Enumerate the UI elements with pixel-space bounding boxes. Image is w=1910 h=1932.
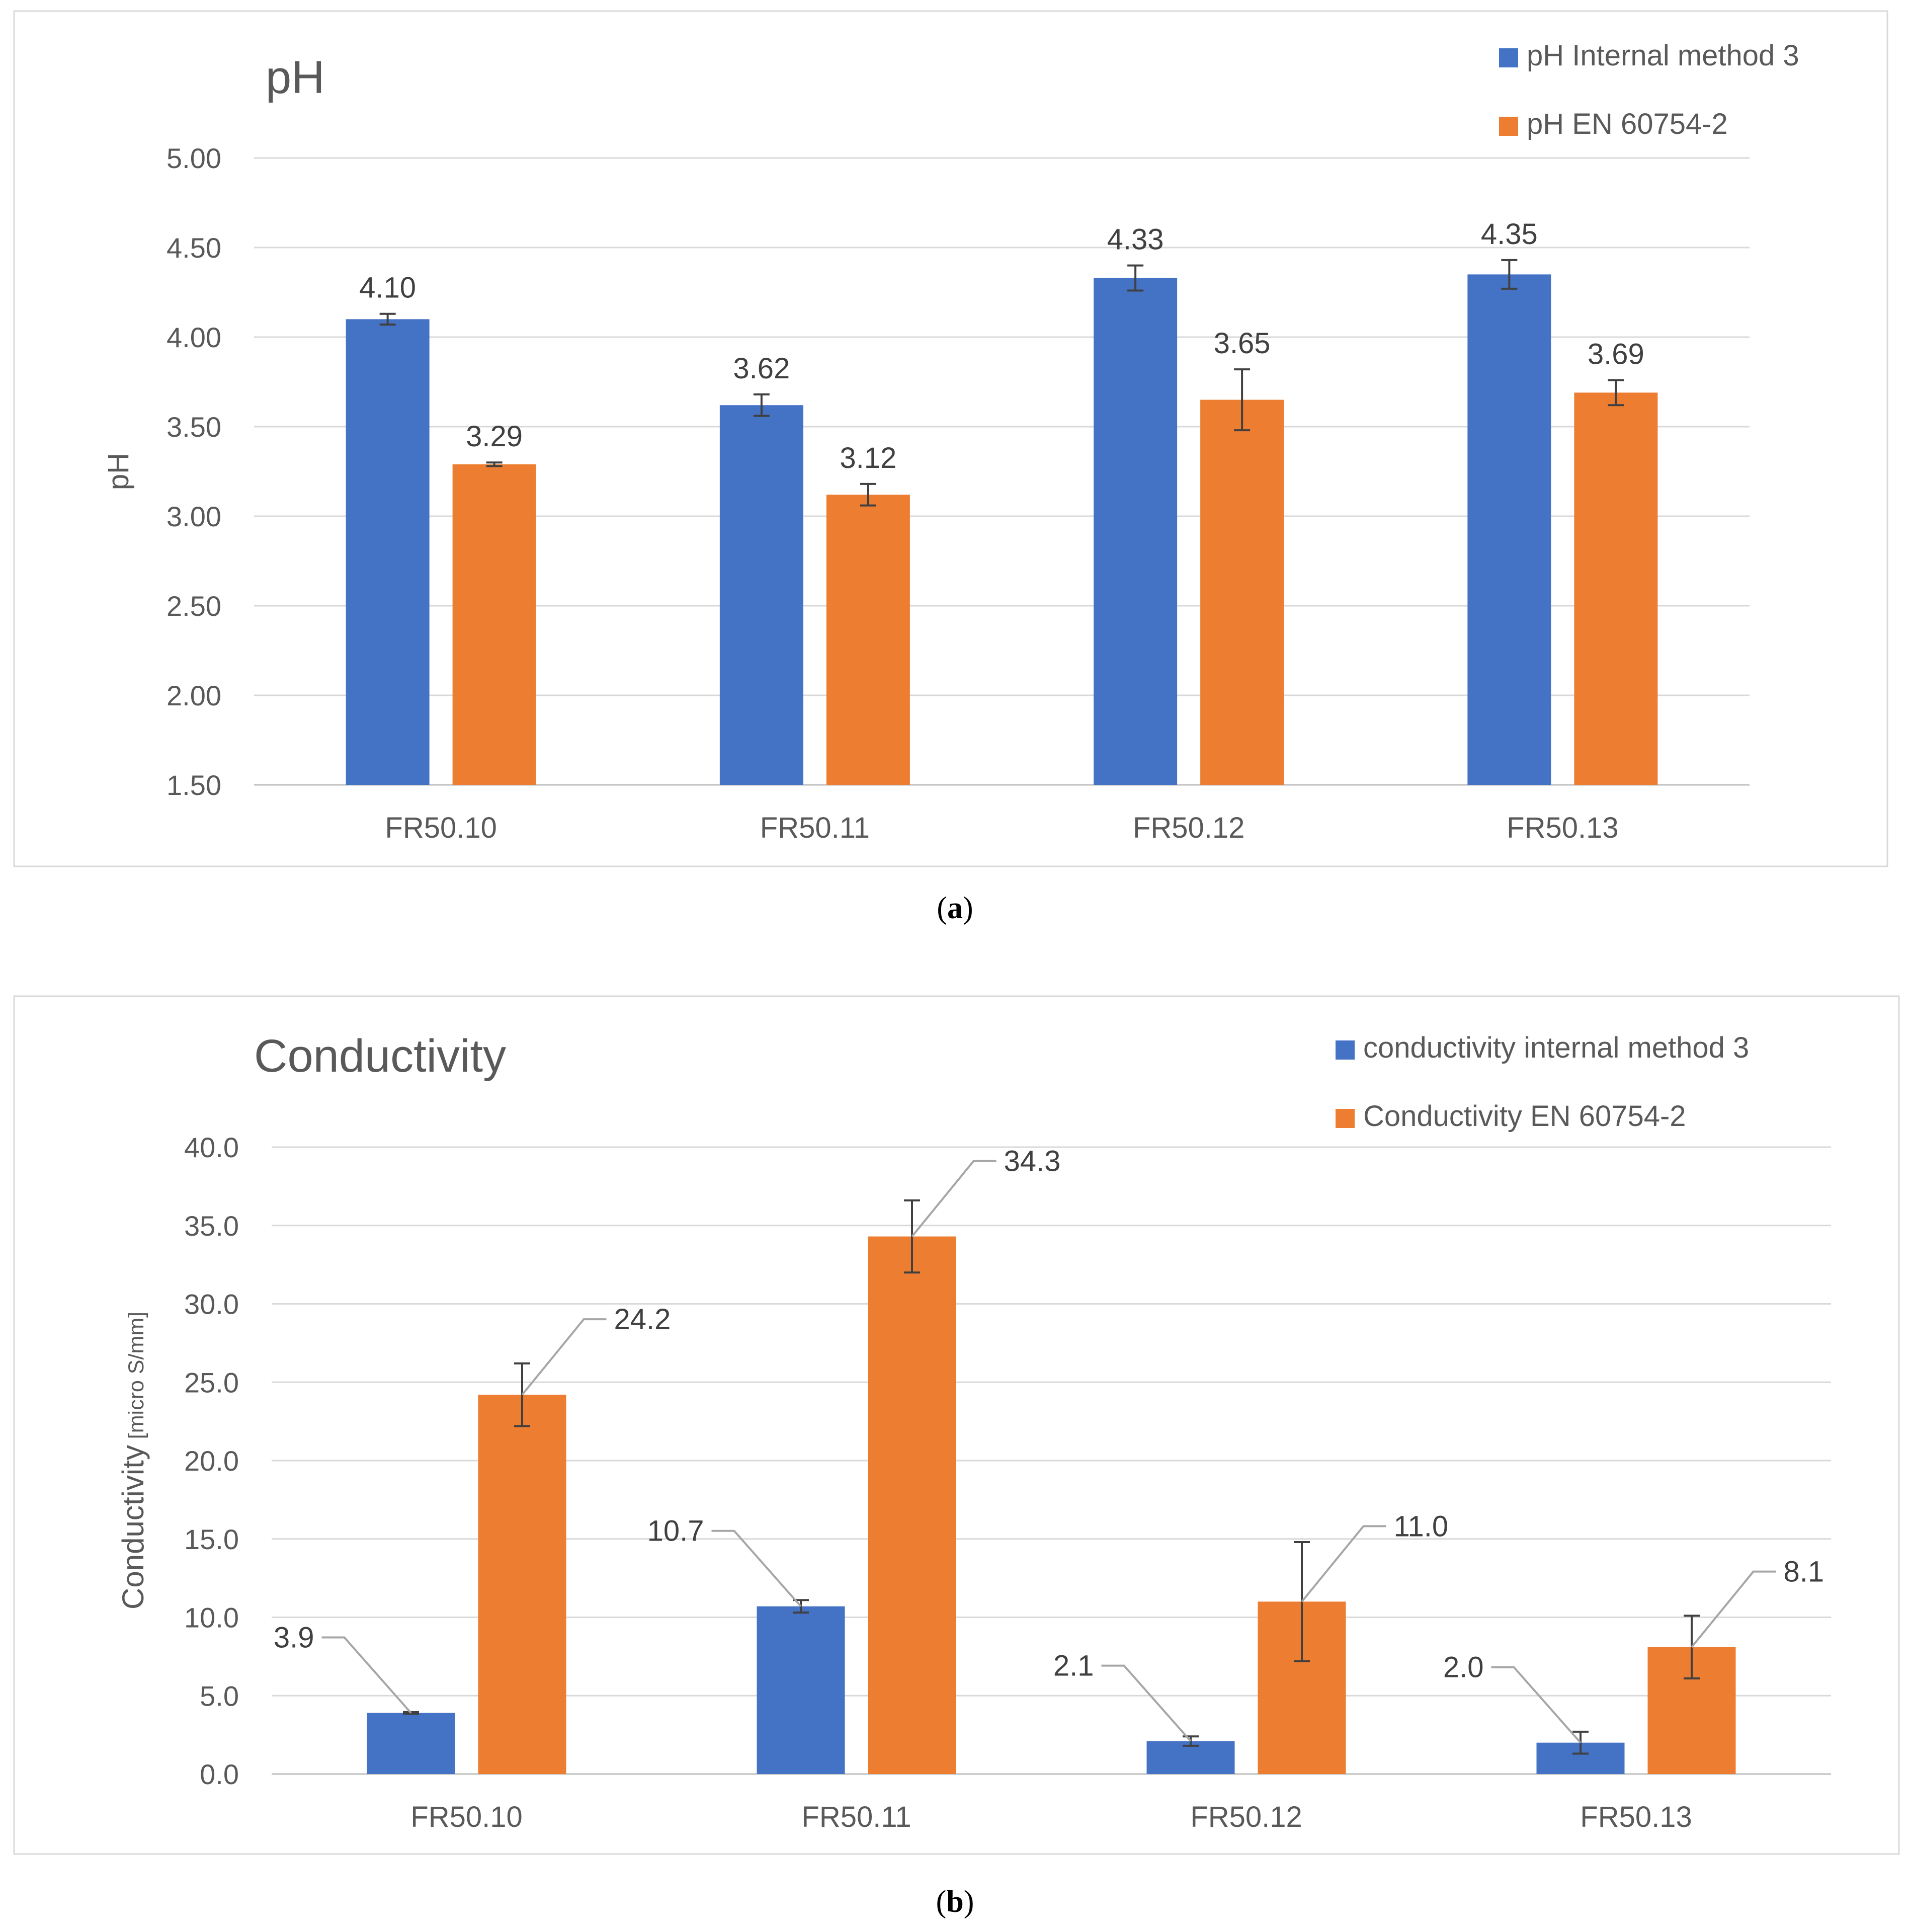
y-tick-label: 4.00: [167, 321, 221, 353]
data-label: 4.35: [1481, 218, 1538, 251]
data-label: 11.0: [1394, 1510, 1449, 1543]
data-label: 8.1: [1784, 1556, 1824, 1588]
chart-panel-conductivity: Conductivity 0.0 5.0 10.0 15.0 20.0 25.0 30.0 35…: [0, 981, 1910, 1932]
x-category-label: FR50.13: [1580, 1801, 1692, 1833]
legend-swatch: [1499, 117, 1518, 136]
data-label: 3.62: [733, 352, 790, 385]
y-tick-label: 25.0: [184, 1366, 239, 1398]
y-axis-label-text: pH: [102, 453, 135, 490]
conductivity-chart: Conductivity 0.0 5.0 10.0 15.0 20.0 25.0 30.0 35…: [13, 995, 1900, 1855]
x-category-label: FR50.13: [1507, 812, 1618, 844]
y-tick-label: 2.00: [167, 680, 221, 711]
y-tick-label: 2.50: [167, 590, 221, 622]
bar: [478, 1395, 566, 1774]
data-label: 3.69: [1588, 338, 1644, 370]
y-tick-label: 3.50: [167, 411, 221, 443]
y-axis-label-text: Conductivity: [116, 1445, 150, 1609]
y-tick-label: 3.00: [167, 501, 221, 532]
chart-frame: [13, 995, 1900, 1855]
y-tick-label: 15.0: [184, 1523, 239, 1555]
ph-chart: pH 1.50 2.00 2.50 3.00 3.50 4.00 4.50 5.00 pH FR50…: [13, 10, 1888, 867]
y-tick-label: 5.0: [200, 1680, 239, 1712]
chart-title: pH: [266, 52, 325, 103]
y-tick-label: 4.50: [167, 232, 221, 264]
legend-swatch: [1499, 48, 1518, 67]
x-category-label: FR50.12: [1190, 1801, 1302, 1833]
y-tick-label: 35.0: [184, 1210, 239, 1242]
data-label: 24.2: [614, 1303, 671, 1336]
chart-title: Conductivity: [254, 1030, 506, 1082]
y-tick-label: 20.0: [184, 1445, 239, 1477]
bar: [452, 464, 536, 785]
bar: [1200, 399, 1284, 785]
label-leader-line: [321, 1636, 412, 1714]
bar: [868, 1236, 956, 1774]
legend-label: pH Internal method 3: [1527, 39, 1799, 72]
caption-b-letter: b: [946, 1885, 964, 1919]
legend-label: Conductivity EN 60754-2: [1363, 1100, 1686, 1133]
bar: [346, 319, 430, 785]
chart-panel-ph: pH 1.50 2.00 2.50 3.00 3.50 4.00 4.50 5.00 pH FR50…: [0, 0, 1910, 956]
data-label: 3.65: [1214, 327, 1271, 360]
bar: [1467, 274, 1551, 785]
data-label: 4.33: [1107, 223, 1164, 256]
label-leader-line: [711, 1530, 802, 1607]
legend-label: pH EN 60754-2: [1527, 108, 1728, 140]
data-label: 10.7: [647, 1515, 704, 1548]
y-tick-label: 30.0: [184, 1289, 239, 1320]
x-category-label: FR50.11: [760, 812, 870, 844]
data-label: 3.9: [274, 1622, 314, 1654]
x-category-label: FR50.10: [410, 1801, 522, 1833]
y-tick-label: 0.0: [200, 1758, 239, 1790]
bar: [757, 1606, 845, 1774]
label-leader-line: [1691, 1570, 1776, 1648]
y-tick-label: 5.00: [167, 142, 221, 174]
caption-a: (a): [937, 891, 973, 925]
y-tick-label: 40.0: [184, 1132, 239, 1163]
data-label: 4.10: [359, 272, 416, 304]
y-axis-label: Conductivity [micro S/mm]: [116, 1312, 150, 1609]
data-label: 2.1: [1053, 1650, 1094, 1682]
label-leader-line: [1101, 1664, 1192, 1742]
bar: [367, 1713, 455, 1774]
x-category-label: FR50.10: [385, 812, 496, 844]
label-leader-line: [911, 1160, 996, 1237]
legend-swatch: [1336, 1040, 1355, 1060]
data-label: 2.0: [1443, 1651, 1484, 1684]
bar: [719, 405, 803, 785]
bar: [1094, 278, 1178, 785]
legend-swatch: [1336, 1109, 1355, 1128]
data-label: 3.29: [466, 420, 523, 453]
x-category-label: FR50.11: [801, 1801, 911, 1833]
label-leader-line: [1301, 1525, 1386, 1602]
data-label: 34.3: [1004, 1145, 1061, 1178]
legend-label: conductivity internal method 3: [1363, 1031, 1749, 1064]
bar: [1574, 392, 1658, 785]
bar: [826, 495, 910, 785]
label-leader-line: [1491, 1666, 1582, 1744]
y-axis-label-unit: [micro S/mm]: [124, 1312, 148, 1445]
caption-a-letter: a: [947, 891, 963, 925]
y-tick-label: 10.0: [184, 1602, 239, 1634]
x-category-label: FR50.12: [1133, 812, 1244, 844]
y-axis-label: pH: [102, 453, 135, 490]
data-label: 3.12: [840, 442, 896, 474]
y-tick-label: 1.50: [167, 769, 221, 801]
label-leader-line: [521, 1318, 607, 1396]
caption-b: (b): [936, 1885, 974, 1919]
